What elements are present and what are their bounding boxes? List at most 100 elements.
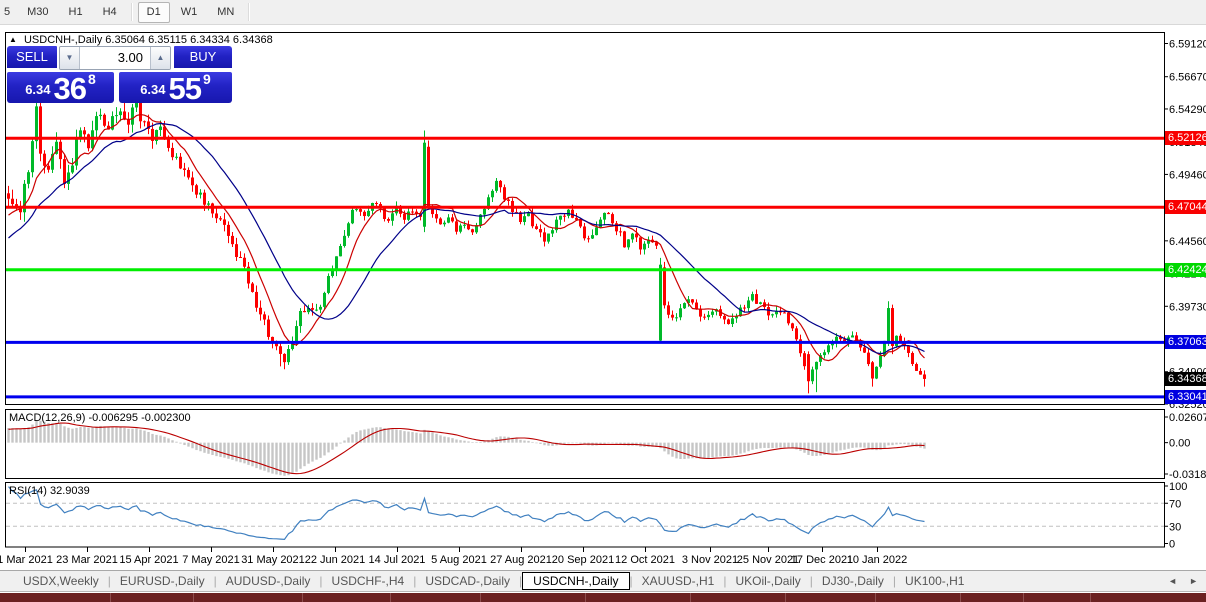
splitter-tick bbox=[390, 593, 391, 602]
chart-canvas[interactable]: 6.591206.566706.542906.518406.494606.470… bbox=[0, 26, 1206, 570]
tab-scroll-right-button[interactable]: ► bbox=[1189, 576, 1198, 586]
macd-histogram bbox=[7, 420, 926, 476]
buy-price-base: 6.34 bbox=[140, 82, 166, 97]
chevron-up-icon: ▲ bbox=[156, 53, 165, 62]
sell-price-sup: 8 bbox=[88, 71, 96, 87]
timeframe-m30-button[interactable]: M30 bbox=[27, 5, 49, 18]
date-axis-label: 23 Mar 2021 bbox=[56, 554, 118, 566]
splitter-tick bbox=[960, 593, 961, 602]
splitter-tick bbox=[1090, 593, 1091, 602]
axis-tick-label: 0.02607 bbox=[1169, 412, 1206, 424]
price-tag-6-34368: 6.34368 bbox=[1165, 372, 1206, 386]
tab-ukoil-daily[interactable]: UKOil-,Daily bbox=[735, 574, 801, 588]
chart-window: 6.591206.566706.542906.518406.494606.470… bbox=[0, 26, 1206, 570]
buy-price-sup: 9 bbox=[203, 71, 211, 87]
ma-line bbox=[8, 122, 925, 355]
tab-eurusd-daily[interactable]: EURUSD-,Daily bbox=[119, 574, 205, 588]
splitter-tick bbox=[690, 593, 691, 602]
macd-signal-line bbox=[8, 422, 925, 475]
tab-xauusd-h1[interactable]: XAUUSD-,H1 bbox=[641, 574, 715, 588]
date-axis-label: 7 May 2021 bbox=[182, 554, 239, 566]
timeframe-h1-button[interactable]: H1 bbox=[68, 5, 83, 18]
sell-button[interactable]: SELL bbox=[7, 46, 57, 70]
chart-tab-bar: USDX,Weekly | EURUSD-,Daily | AUDUSD-,Daily |… bbox=[0, 570, 1206, 592]
tab-separator: | bbox=[629, 574, 633, 588]
date-axis-label: 20 Sep 2021 bbox=[552, 554, 614, 566]
date-axis-label: 15 Apr 2021 bbox=[119, 554, 178, 566]
date-axis-label: 12 Oct 2021 bbox=[615, 554, 675, 566]
splitter-tick bbox=[585, 593, 586, 602]
tab-usdcnh-daily[interactable]: USDCNH-,Daily bbox=[522, 572, 630, 590]
tab-usdchf-h4[interactable]: USDCHF-,H4 bbox=[331, 574, 405, 588]
date-axis-label: 17 Dec 2021 bbox=[791, 554, 853, 566]
date-axis-label: 22 Jun 2021 bbox=[305, 554, 366, 566]
chart-symbol-period: USDCNH-,Daily bbox=[23, 34, 103, 46]
timeframe-5-button[interactable]: 5 bbox=[4, 5, 11, 18]
axis-tick-label: 6.49460 bbox=[1169, 169, 1206, 181]
tab-usdcad-daily[interactable]: USDCAD-,Daily bbox=[425, 574, 511, 588]
splitter-tick bbox=[785, 593, 786, 602]
price-tag-6-52126: 6.52126 bbox=[1165, 131, 1206, 145]
buy-price-big: 55 bbox=[168, 71, 202, 106]
tab-usdx-weekly[interactable]: USDX,Weekly bbox=[23, 574, 99, 588]
volume-spinner: ▼ 3.00 ▲ bbox=[59, 46, 171, 70]
timeframe-toolbar: 5 M30 H1 H4 D1 W1 MN bbox=[0, 0, 1206, 25]
timeframe-w1-button[interactable]: W1 bbox=[180, 5, 198, 18]
collapse-panel-icon[interactable]: ▲ bbox=[9, 35, 17, 44]
axis-tick-label: 0 bbox=[1169, 539, 1175, 551]
chart-title: ▲ USDCNH-,Daily 6.35064 6.35115 6.34334 … bbox=[9, 34, 273, 46]
tab-scroll-left-button[interactable]: ◄ bbox=[1168, 576, 1178, 586]
volume-input[interactable]: 3.00 bbox=[80, 47, 150, 69]
date-axis-label: 5 Aug 2021 bbox=[431, 554, 487, 566]
chevron-down-icon: ▼ bbox=[65, 53, 74, 62]
chart-ohlc-values: 6.35064 6.35115 6.34334 6.34368 bbox=[105, 34, 273, 46]
tab-separator: | bbox=[107, 574, 111, 588]
price-tag-6-47044: 6.47044 bbox=[1165, 200, 1206, 214]
tab-separator: | bbox=[319, 574, 323, 588]
tab-separator: | bbox=[809, 574, 813, 588]
volume-increase-button[interactable]: ▲ bbox=[150, 47, 170, 69]
terminal-splitter[interactable] bbox=[0, 593, 1206, 602]
timeframe-h4-button[interactable]: H4 bbox=[102, 5, 117, 18]
date-axis-label: 25 Nov 2021 bbox=[737, 554, 799, 566]
toolbar-separator bbox=[248, 3, 251, 21]
buy-price-display[interactable]: 6.34 55 9 bbox=[119, 71, 232, 106]
date-axis-label: 3 Nov 2021 bbox=[682, 554, 738, 566]
date-axis-label: 14 Jul 2021 bbox=[369, 554, 426, 566]
axis-tick-label: 100 bbox=[1169, 481, 1187, 493]
tab-uk100-h1[interactable]: UK100-,H1 bbox=[905, 574, 965, 588]
date-axis-label: 1 Mar 2021 bbox=[0, 554, 53, 566]
volume-decrease-button[interactable]: ▼ bbox=[60, 47, 80, 69]
sell-price-display[interactable]: 6.34 36 8 bbox=[7, 71, 114, 106]
axis-tick-label: 6.44560 bbox=[1169, 236, 1206, 248]
splitter-tick bbox=[302, 593, 303, 602]
axis-tick-label: -0.03187 bbox=[1169, 469, 1206, 481]
splitter-tick bbox=[193, 593, 194, 602]
splitter-tick bbox=[875, 593, 876, 602]
tab-separator: | bbox=[213, 574, 217, 588]
tab-separator: | bbox=[892, 574, 897, 588]
axis-tick-label: 6.39730 bbox=[1169, 301, 1206, 313]
sell-price-base: 6.34 bbox=[25, 82, 51, 97]
date-axis-label: 31 May 2021 bbox=[241, 554, 305, 566]
date-axis-label: 10 Jan 2022 bbox=[847, 554, 908, 566]
tab-dj30-daily[interactable]: DJ30-,Daily bbox=[821, 574, 884, 588]
rsi-label: RSI(14) 32.9039 bbox=[9, 485, 90, 497]
tab-separator: | bbox=[519, 574, 523, 588]
timeframe-mn-button[interactable]: MN bbox=[217, 5, 235, 18]
axis-tick-label: 6.59120 bbox=[1169, 39, 1206, 51]
rsi-line bbox=[8, 486, 925, 541]
toolbar-separator bbox=[130, 3, 133, 21]
price-tag-6-33041: 6.33041 bbox=[1165, 390, 1206, 404]
axis-tick-label: 0.00 bbox=[1169, 438, 1190, 450]
tab-audusd-daily[interactable]: AUDUSD-,Daily bbox=[225, 574, 311, 588]
price-tag-6-37063: 6.37063 bbox=[1165, 335, 1206, 349]
buy-button[interactable]: BUY bbox=[174, 46, 232, 70]
splitter-tick bbox=[480, 593, 481, 602]
ma-line bbox=[8, 113, 925, 362]
price-tag-6-42424: 6.42424 bbox=[1165, 263, 1206, 277]
timeframe-d1-button[interactable]: D1 bbox=[137, 1, 170, 23]
sell-price-big: 36 bbox=[53, 71, 87, 106]
macd-label: MACD(12,26,9) -0.006295 -0.002300 bbox=[9, 412, 191, 424]
tab-scroll-controls: ◄ ► bbox=[1168, 576, 1198, 586]
